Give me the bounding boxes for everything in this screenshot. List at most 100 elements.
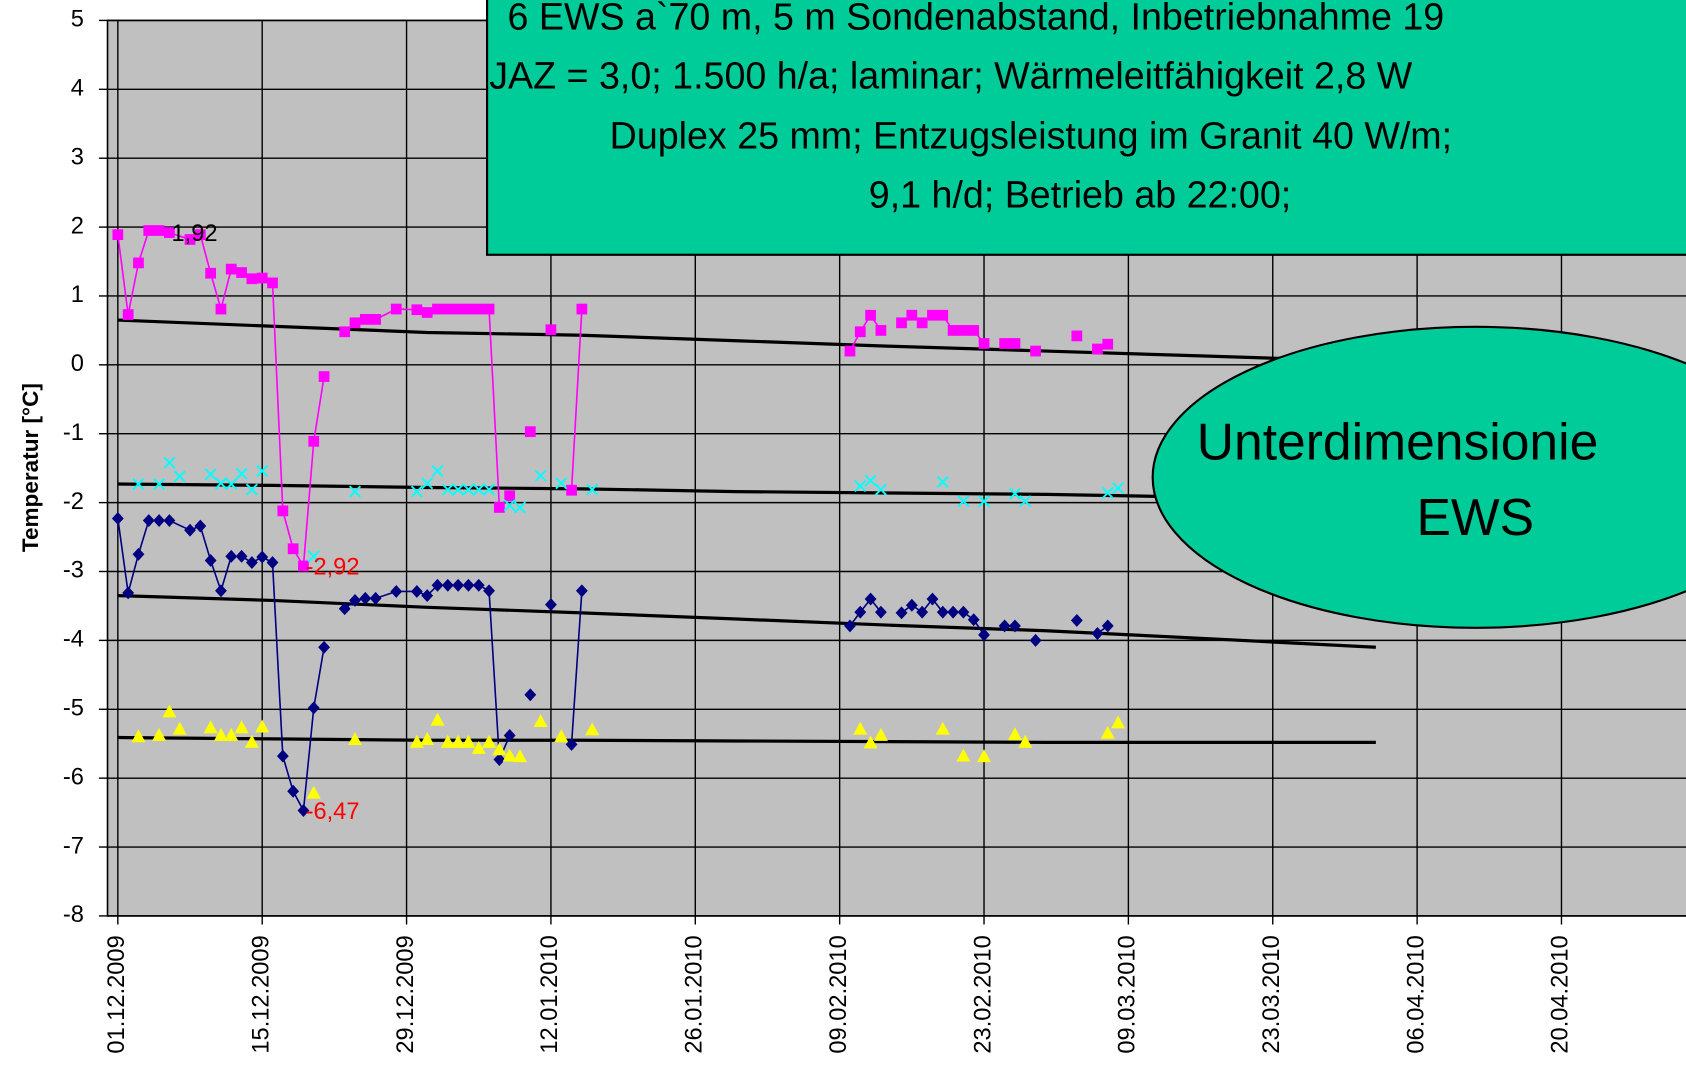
x-tick-label: 29.12.2009 <box>393 935 419 1053</box>
info-text: 9,1 h/d; Betrieb ab 22:00; <box>869 174 1291 216</box>
marker <box>895 606 908 620</box>
marker <box>173 470 186 483</box>
marker <box>585 722 600 736</box>
marker <box>533 714 548 728</box>
marker <box>307 550 320 563</box>
marker <box>863 735 878 749</box>
marker <box>215 584 227 598</box>
marker <box>1111 715 1126 729</box>
marker <box>864 474 877 487</box>
marker <box>947 325 959 336</box>
y-tick-label: -6 <box>63 764 84 790</box>
marker <box>370 314 382 325</box>
y-tick-label: -8 <box>63 902 84 928</box>
marker <box>162 704 177 718</box>
marker <box>504 490 516 502</box>
marker <box>205 267 217 279</box>
x-tick-label: 23.02.2010 <box>970 935 996 1053</box>
trend-line <box>117 735 1376 744</box>
marker <box>1018 734 1033 748</box>
marker <box>999 338 1011 349</box>
y-tick-label: -1 <box>63 420 84 446</box>
marker <box>452 483 465 496</box>
marker <box>277 505 289 517</box>
marker <box>502 748 517 762</box>
marker <box>482 483 496 496</box>
marker <box>967 613 980 627</box>
marker <box>122 586 135 600</box>
marker <box>462 483 475 496</box>
marker <box>420 732 435 745</box>
marker <box>576 303 588 315</box>
marker <box>410 585 423 598</box>
x-tick-label: 26.01.2010 <box>682 935 708 1053</box>
marker <box>1019 495 1032 508</box>
info-box <box>486 0 1686 256</box>
marker <box>937 309 949 321</box>
marker <box>586 483 599 496</box>
trend-line <box>117 482 1376 503</box>
marker <box>513 749 527 763</box>
marker <box>844 345 856 357</box>
y-tick-label: 3 <box>71 144 84 170</box>
marker <box>534 469 547 482</box>
marker <box>1007 727 1022 741</box>
marker <box>958 325 969 336</box>
marker <box>503 728 516 742</box>
marker <box>956 748 971 762</box>
marker <box>1091 627 1104 640</box>
y-tick-label: -3 <box>63 558 84 584</box>
y-tick-label: -4 <box>63 627 84 653</box>
y-axis-label: Temperatur [°C] <box>18 383 43 552</box>
marker <box>1071 330 1083 342</box>
x-tick-label: 09.02.2010 <box>826 935 852 1053</box>
marker <box>348 485 362 498</box>
marker <box>132 547 145 561</box>
marker <box>935 721 950 735</box>
marker <box>957 605 970 619</box>
marker <box>390 303 402 315</box>
x-tick-label: 09.03.2010 <box>1115 935 1141 1053</box>
marker <box>307 701 320 715</box>
marker <box>463 303 474 315</box>
marker <box>432 303 443 315</box>
marker <box>225 477 238 491</box>
marker <box>203 720 218 734</box>
marker <box>122 309 134 320</box>
marker <box>131 729 146 743</box>
marker <box>246 273 258 285</box>
marker <box>132 477 145 491</box>
marker <box>1070 613 1083 627</box>
marker <box>152 727 167 741</box>
marker <box>977 749 992 763</box>
marker <box>133 257 144 269</box>
callout-ellipse <box>1151 325 1686 629</box>
marker <box>348 732 362 745</box>
marker <box>359 314 371 325</box>
marker <box>853 721 868 735</box>
marker <box>906 309 918 321</box>
marker <box>298 560 309 572</box>
marker <box>875 325 887 336</box>
marker <box>1008 487 1022 500</box>
marker <box>854 326 866 338</box>
marker <box>1009 338 1021 349</box>
marker <box>204 468 217 481</box>
marker <box>916 317 928 329</box>
marker <box>968 325 980 336</box>
marker <box>308 435 320 447</box>
marker <box>873 727 888 741</box>
marker <box>1100 725 1115 739</box>
marker <box>977 495 991 508</box>
marker <box>926 592 939 606</box>
marker <box>441 483 454 496</box>
marker <box>163 514 176 527</box>
marker <box>142 514 155 527</box>
marker <box>524 426 536 438</box>
marker <box>214 477 228 490</box>
marker <box>472 578 485 592</box>
marker <box>318 640 330 654</box>
marker <box>430 712 445 726</box>
info-text: JAZ = 3,0; 1.500 h/a; laminar; Wärmeleit… <box>489 54 1412 96</box>
